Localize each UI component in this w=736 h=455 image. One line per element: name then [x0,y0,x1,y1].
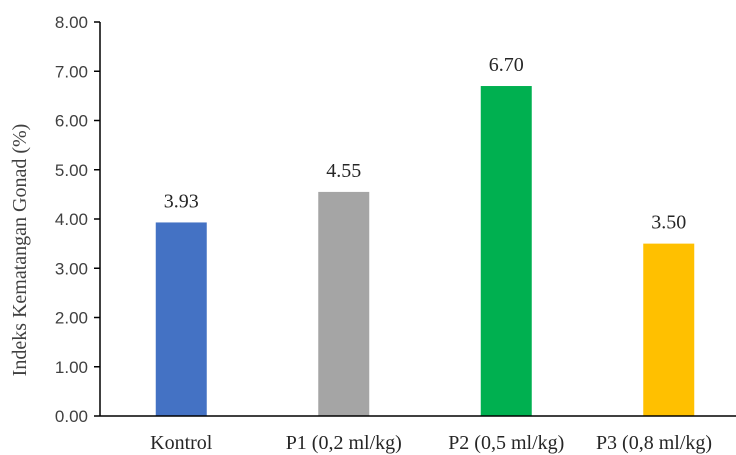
bar-4 [643,243,695,416]
y-tick-label: 6.00 [55,112,88,131]
y-tick-label: 4.00 [55,210,88,229]
data-label-2: 4.55 [326,160,361,182]
category-label-3: P2 (0,5 ml/kg) [448,432,564,454]
data-labels: 3.93 4.55 6.70 3.50 [164,54,687,234]
category-label-2: P1 (0,2 ml/kg) [286,432,402,454]
bar-2 [318,191,370,416]
y-tick-label: 3.00 [55,259,88,278]
data-label-3: 6.70 [489,54,524,76]
category-labels: Kontrol P1 (0,2 ml/kg) P2 (0,5 ml/kg) P3 (0… [150,432,712,454]
bars [155,86,695,417]
category-label-4: P3 (0,8 ml/kg) [596,432,712,454]
data-label-1: 3.93 [164,190,199,212]
y-tick-label: 7.00 [55,62,88,81]
bar-1 [155,222,207,416]
y-tick-label: 2.00 [55,309,88,328]
y-tick-label: 5.00 [55,161,88,180]
bar-3 [480,86,532,417]
data-label-4: 3.50 [651,212,686,234]
y-axis-ticks: 0.00 1.00 2.00 3.00 4.00 5.00 6.00 7.00 8.00 [55,13,100,426]
y-tick-label: 8.00 [55,13,88,32]
y-axis-title: Indeks Kematangan Gonad (%) [9,124,31,377]
y-tick-label: 0.00 [55,407,88,426]
category-label-1: Kontrol [150,432,213,454]
y-tick-label: 1.00 [55,358,88,377]
